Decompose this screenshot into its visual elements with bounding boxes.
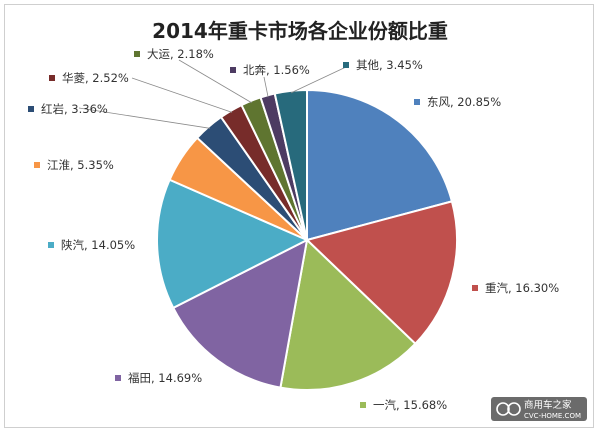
leader-line-9 [178,59,252,104]
slice-label-9: 大运, 2.18% [147,47,214,61]
slice-label-4: 福田, 14.69% [128,371,202,385]
pie-slice-5 [156,178,310,310]
leader-line-7 [78,107,210,129]
slice-label-5: 陕汽, 14.05% [61,238,135,252]
legend-marker-2 [472,285,478,291]
slice-label-6: 江淮, 5.35% [47,158,114,172]
pie-slice-1 [306,88,454,242]
watermark: 商用车之家 CVC-HOME.COM [491,397,587,421]
legend-marker-4 [115,375,121,381]
watermark-url: CVC-HOME.COM [524,412,581,420]
leader-line-10 [263,76,269,98]
watermark-text: 商用车之家 [524,399,572,411]
slice-label-3: 一汽, 15.68% [373,398,447,412]
legend-marker-3 [360,402,366,408]
leader-line-11 [290,66,347,94]
slice-label-2: 重汽, 16.30% [485,281,559,295]
pie-chart: 2014年重卡市场各企业份额比重 东风, 20.85% 重汽, 16.30% 一汽,… [28,19,587,421]
slice-label-7: 红岩, 3.36% [41,102,108,116]
legend-marker-1 [414,99,420,105]
legend-marker-7 [28,106,34,112]
legend-marker-9 [134,51,140,57]
chart-frame: 2014年重卡市场各企业份额比重 东风, 20.85% 重汽, 16.30% 一汽,… [4,4,594,428]
pie-slice-3 [279,237,417,391]
pie-slice-11 [273,88,308,241]
watermark-logo-icon [496,402,521,416]
legend-marker-8 [49,75,55,81]
slice-label-1: 东风, 20.85% [427,95,501,109]
slice-labels: 东风, 20.85% 重汽, 16.30% 一汽, 15.68% 福田, 14.69%… [28,47,559,412]
leader-line-8 [131,77,233,113]
slice-label-10: 北奔, 1.56% [243,63,310,77]
pie-slices [156,88,458,391]
pie-slice-2 [305,200,458,346]
slice-label-11: 其他, 3.45% [356,58,423,72]
chart-title: 2014年重卡市场各企业份额比重 [152,19,448,43]
legend-marker-10 [230,67,236,73]
pie-slice-4 [171,238,309,389]
slice-label-8: 华菱, 2.52% [62,71,129,85]
legend-marker-11 [343,62,349,68]
legend-marker-6 [34,162,40,168]
legend-marker-5 [48,242,54,248]
leader-lines [78,59,347,129]
